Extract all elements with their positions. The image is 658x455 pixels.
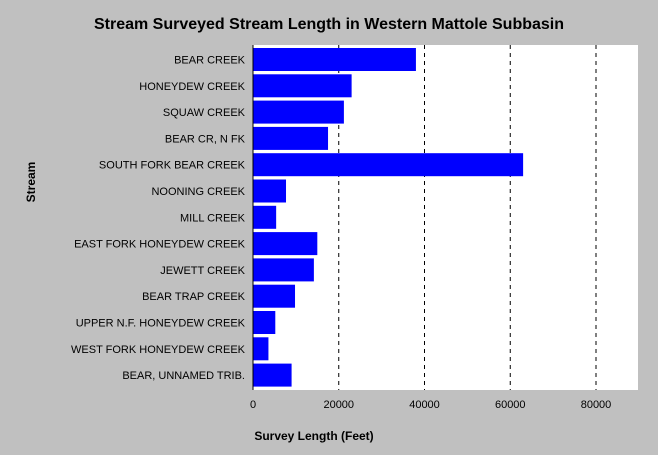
bar (253, 74, 352, 98)
bar (253, 179, 287, 203)
x-axis-label: Survey Length (Feet) (254, 429, 373, 443)
category-label: WEST FORK HONEYDEW CREEK (71, 344, 246, 356)
bar (253, 205, 277, 229)
category-label: NOONING CREEK (151, 186, 245, 198)
category-label: BEAR CR, N FK (165, 133, 246, 145)
category-label: SOUTH FORK BEAR CREEK (99, 160, 246, 172)
bar (253, 48, 416, 71)
category-label: UPPER N.F. HONEYDEW CREEK (76, 318, 246, 330)
bar (253, 232, 318, 256)
tick-labels: 0 20000 40000 60000 80000 (250, 399, 611, 411)
y-axis-label: Stream (24, 162, 38, 203)
category-label: BEAR TRAP CREEK (142, 291, 246, 303)
category-label: JEWETT CREEK (160, 265, 245, 277)
bar (253, 126, 329, 150)
bar (253, 100, 344, 124)
x-tick-label: 20000 (323, 399, 354, 411)
x-tick-label: 40000 (409, 399, 440, 411)
bar (253, 153, 524, 177)
bars (253, 48, 524, 387)
bar (253, 337, 269, 361)
bar (253, 284, 296, 308)
bar (253, 311, 276, 334)
x-tick-label: 0 (250, 399, 256, 411)
category-label: SQUAW CREEK (163, 107, 246, 119)
bar (253, 258, 314, 282)
category-labels: BEAR CREEK HONEYDEW CREEK SQUAW CREEK BEAR … (71, 55, 246, 383)
category-label: BEAR, UNNAMED TRIB. (122, 370, 245, 382)
category-label: EAST FORK HONEYDEW CREEK (74, 239, 246, 251)
chart-title: Stream Surveyed Stream Length in Western… (94, 16, 564, 33)
category-label: BEAR CREEK (174, 55, 246, 67)
bar (253, 363, 292, 387)
x-tick-label: 80000 (581, 399, 612, 411)
x-tick-label: 60000 (495, 399, 526, 411)
category-label: HONEYDEW CREEK (139, 81, 245, 93)
category-label: MILL CREEK (180, 212, 246, 224)
